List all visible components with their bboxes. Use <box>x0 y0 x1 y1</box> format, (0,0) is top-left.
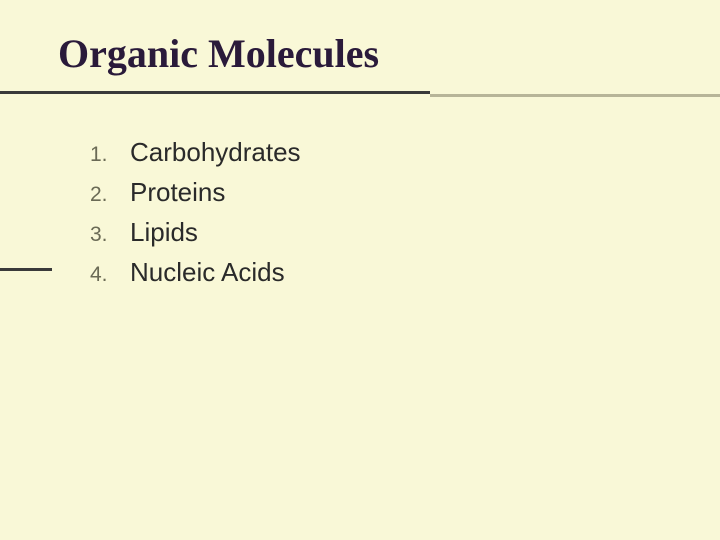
list-text: Lipids <box>130 215 198 250</box>
list-text: Proteins <box>130 175 225 210</box>
slide: Organic Molecules 1. Carbohydrates 2. Pr… <box>0 0 720 540</box>
list-item: 3. Lipids <box>90 215 660 250</box>
list-marker: 1. <box>90 141 124 169</box>
list-item: 4. Nucleic Acids <box>90 255 660 290</box>
list-text: Nucleic Acids <box>130 255 285 290</box>
title-underline-dark <box>0 91 430 94</box>
list-marker: 2. <box>90 181 124 209</box>
numbered-list: 1. Carbohydrates 2. Proteins 3. Lipids 4… <box>90 135 660 290</box>
title-underline-light <box>430 94 720 97</box>
list-text: Carbohydrates <box>130 135 301 170</box>
list-item: 1. Carbohydrates <box>90 135 660 170</box>
slide-title: Organic Molecules <box>58 30 680 81</box>
title-area: Organic Molecules <box>58 30 680 97</box>
list-marker: 3. <box>90 221 124 249</box>
list-marker: 4. <box>90 261 124 289</box>
title-underline <box>58 91 680 97</box>
list-item: 2. Proteins <box>90 175 660 210</box>
content-area: 1. Carbohydrates 2. Proteins 3. Lipids 4… <box>90 135 660 295</box>
side-accent-bar <box>0 268 52 271</box>
